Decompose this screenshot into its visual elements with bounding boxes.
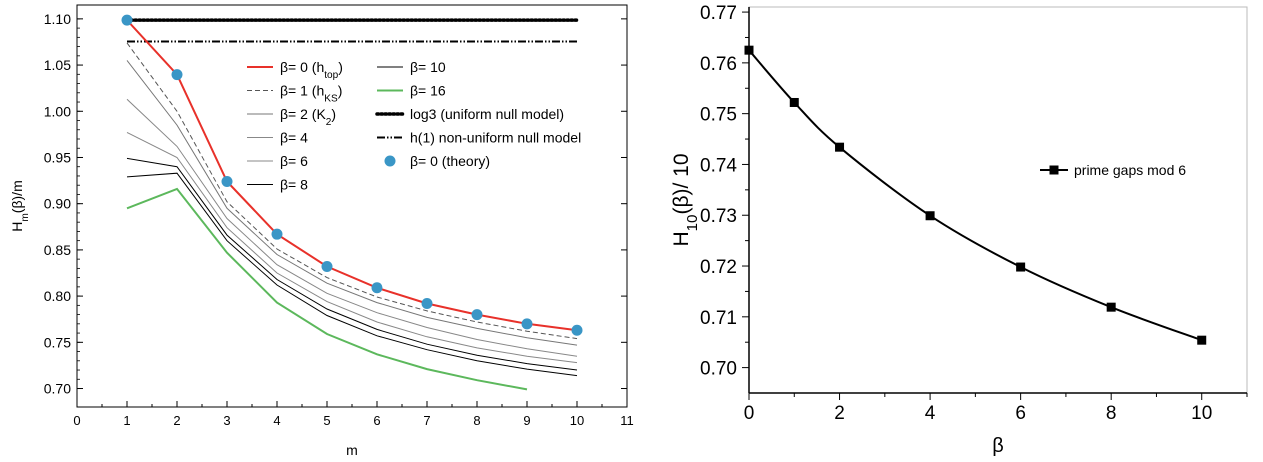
legend-marker-theory [384,155,396,167]
theory-point [221,176,233,188]
legend-label-log3: log3 (uniform null model) [410,106,564,122]
series-line-b0 [126,19,578,332]
legend-label-b8: β= 8 [280,177,308,193]
right-series-point [1016,262,1026,272]
right-y-tick-label: 0.74 [700,155,737,176]
right-y-tick-label: 0.76 [700,54,737,75]
right-y-tick-label: 0.70 [700,359,737,380]
theory-point [471,309,483,321]
left-x-tick-label: 7 [423,413,430,428]
right-x-tick-label: 8 [1106,403,1117,424]
left-plot-frame [76,4,628,408]
left-y-tick-label: 1.05 [44,57,71,73]
right-y-axis-label: H10(β)/ 10 [670,153,701,246]
theory-point [571,324,583,336]
left-x-tick-label: 0 [73,413,80,428]
series-line-b2 [126,60,578,346]
legend-label-b4: β= 4 [280,130,308,146]
theory-point [171,69,183,81]
right-series-point [1197,335,1207,345]
right-y-tick-label: 0.71 [700,308,737,329]
right-x-tick-label: 0 [744,403,755,424]
theory-point [271,228,283,240]
theory-point [521,318,533,330]
series-line-b16 [126,187,528,391]
series-line-b1 [126,42,578,340]
right-chart: 0 2 4 6 8 10 0.70 0.71 0.72 0.73 0.74 0.75 0.76 0.77 β… [670,3,1248,457]
left-x-tick-label: 8 [473,413,480,428]
legend-label-b0: β= 0 (htop) [280,59,343,81]
right-plot-frame [748,6,1248,394]
right-y-tick-label: 0.72 [700,257,737,278]
right-series-point [925,211,935,221]
series-line-b8 [126,157,578,371]
right-legend-marker [1049,165,1059,175]
right-x-tick-label: 10 [1191,403,1212,424]
left-x-tick-label: 9 [523,413,530,428]
left-y-tick-label: 0.70 [44,381,71,397]
left-x-tick-label: 5 [323,413,330,428]
right-x-axis-label: β [992,435,1004,457]
legend-label-b1: β= 1 (hKS) [280,83,342,105]
series-line-b4 [126,98,578,357]
left-y-tick-label: 0.80 [44,288,71,304]
right-series-line [748,49,1203,342]
right-series-point [1106,302,1116,312]
series-line-b6 [126,132,578,364]
legend-label-b16: β= 16 [410,83,446,99]
right-x-tick-label: 4 [925,403,936,424]
legend-label-b10: β= 10 [410,59,446,75]
left-legend: β= 0 (htop)β= 1 (hKS)β= 2 (K2) β= 4 β= 6 β=… [247,59,581,193]
right-series-point [744,45,754,55]
theory-point [321,261,333,273]
left-y-tick-label: 1.00 [44,103,71,119]
left-x-tick-label: 1 [123,413,130,428]
left-y-tick-label: 0.85 [44,242,71,258]
left-x-tick-label: 11 [620,413,634,428]
right-y-tick-label: 0.75 [700,105,737,126]
left-chart: 0 1 2 3 4 5 6 7 8 9 10 11 0.70 0.75 0.80 0.85 0.90 0.95 1.… [9,4,634,458]
left-x-tick-label: 4 [273,413,280,428]
right-x-tick-label: 2 [834,403,845,424]
right-x-tick-label: 6 [1015,403,1026,424]
left-y-tick-label: 1.10 [44,11,71,27]
left-x-tick-label: 3 [223,413,230,428]
right-series-point [835,142,845,152]
theory-point [121,14,133,26]
right-legend-label: prime gaps mod 6 [1074,162,1186,178]
right-series-point [789,97,799,107]
right-y-tick-label: 0.77 [700,3,737,24]
left-y-tick-label: 0.95 [44,149,71,165]
series-line-b10 [126,172,578,377]
left-x-tick-label: 10 [570,413,584,428]
left-y-axis-label: Hm(β)/m [9,180,31,231]
right-legend: prime gaps mod 6 [1040,162,1186,178]
left-x-tick-label: 6 [373,413,380,428]
legend-label-b6: β= 6 [280,153,308,169]
left-x-axis-label: m [346,442,358,458]
theory-point [371,282,383,294]
right-y-tick-label: 0.73 [700,206,737,227]
theory-point [421,297,433,309]
left-y-tick-label: 0.90 [44,196,71,212]
legend-label-h1: h(1) non-uniform null model [410,130,581,146]
left-y-tick-label: 0.75 [44,334,71,350]
left-x-tick-label: 2 [173,413,180,428]
legend-label-b2: β= 2 (K2) [280,106,336,128]
legend-label-theory: β= 0 (theory) [410,153,490,169]
